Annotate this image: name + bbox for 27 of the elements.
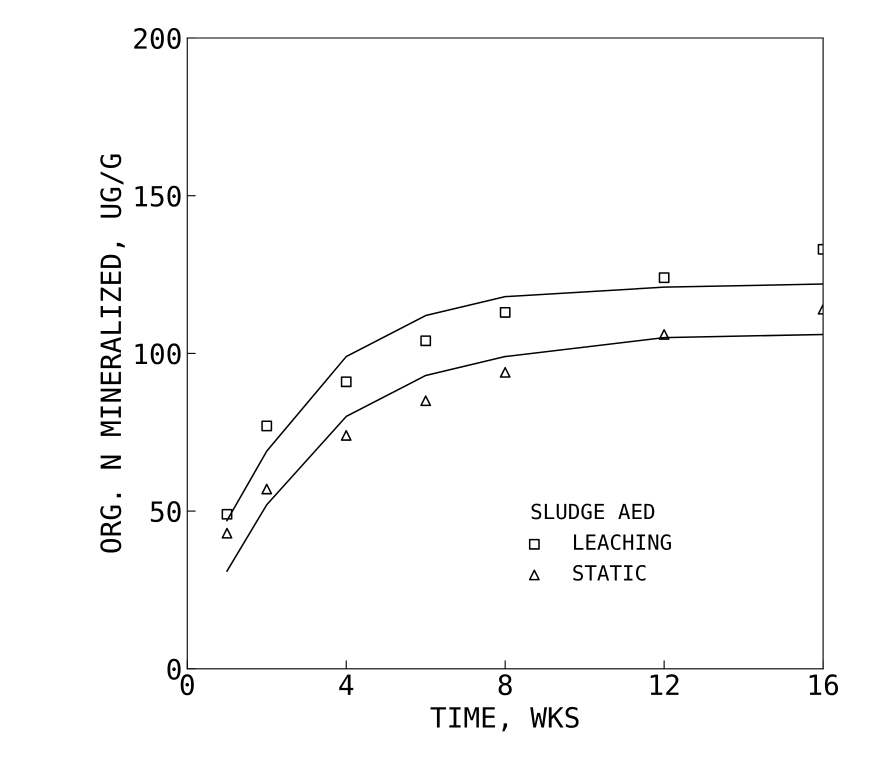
x-tick-label: 8 bbox=[498, 674, 512, 696]
y-tick-label: 50 bbox=[150, 501, 181, 522]
x-axis-title: TIME, WKS bbox=[430, 706, 579, 732]
y-axis-title: ORG. N MINERALIZED, UG/G bbox=[100, 154, 125, 552]
point bbox=[500, 366, 511, 378]
point bbox=[261, 484, 272, 494]
point bbox=[261, 420, 272, 432]
point bbox=[500, 306, 511, 318]
point bbox=[658, 329, 670, 340]
legend-title: SLUDGE AED bbox=[532, 504, 654, 520]
point bbox=[420, 395, 432, 406]
y-tick-label: 100 bbox=[136, 343, 181, 364]
point bbox=[222, 508, 232, 520]
x-tick-label: 12 bbox=[650, 674, 678, 695]
legend-label: LEACHING bbox=[574, 534, 671, 550]
x-tick-label: 4 bbox=[339, 674, 354, 695]
point bbox=[420, 335, 432, 346]
y-tick-label: 150 bbox=[136, 186, 181, 207]
legend-label: STATIC bbox=[573, 564, 646, 581]
x-tick-label: 16 bbox=[810, 674, 838, 696]
point bbox=[340, 430, 352, 441]
y-tick-label: 200 bbox=[134, 28, 181, 50]
y-tick-label: 0 bbox=[167, 658, 181, 680]
point bbox=[222, 528, 232, 539]
point bbox=[340, 376, 352, 388]
point bbox=[658, 272, 670, 284]
x-tick-label: 0 bbox=[180, 674, 194, 696]
